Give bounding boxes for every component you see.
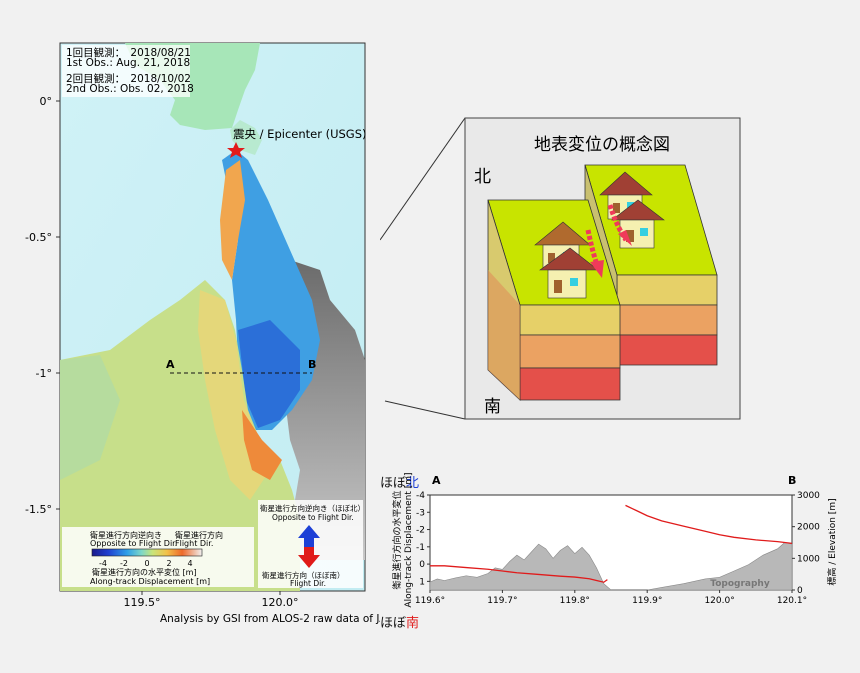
yr-tick-label-2: 1000 [797,554,820,564]
profile-south-label: ほぼ南 [380,616,420,631]
color-bar [91,548,203,557]
displacement-series-layer [430,504,793,583]
bay-land [230,120,262,155]
y-left-label-jp: 衛星進行方向の水平変位 [391,490,403,589]
x-tick-label-3: 119.9° [632,596,662,606]
lat-tick-1: -0.5° [25,231,52,244]
zoom-line-top [380,117,466,241]
concept-diagram: 地表変位の概念図 北 南 [380,117,741,420]
profile-point-a: A [432,474,441,487]
lat-tick-0: 0° [40,95,53,108]
x-tick-label-1: 119.7° [487,596,517,606]
obs-info-box [62,45,190,97]
cbar-tick-0: -4 [99,559,107,568]
legend-title-jp: 衛星進行方向の水平変位 [m] [92,567,197,577]
y-right-ticks: 3000 2000 1000 0 [792,491,820,596]
lon-tick-1: 120.0° [262,596,299,609]
east-displacement-arrow [607,204,629,242]
cbar-tick-4: 4 [187,559,192,568]
epicenter-label: 震央 / Epicenter (USGS) [233,127,367,141]
topography-label: Topography [710,579,770,589]
obs2-en: 2nd Obs.: Obs. 02, 2018 [66,83,194,95]
topography-layer [429,542,793,591]
lat-tick-2: -1° [36,367,52,380]
cbar-tick-3: 2 [166,559,171,568]
yl-tick-label-5: 1 [419,577,425,587]
x-tick-label-0: 119.6° [415,596,445,606]
house-west-moved-icon [539,247,599,299]
displacement-line-2 [625,504,793,545]
color-legend-box [62,527,254,587]
displacement-line-1 [430,565,608,583]
x-tick-label-2: 119.8° [560,596,590,606]
zoom-line-bottom [384,400,466,420]
lat-tick-3: -1.5° [25,503,52,516]
displacement-map[interactable]: A B 震央 / Epicenter (USGS) 1回目観測： 2018/08… [0,0,380,630]
color-bar-ticks: -4 -2 0 2 4 [99,559,193,568]
max-displacement-zone [238,320,300,428]
legend-toward-en: Opposite to Flight Dir. [90,539,177,548]
y-left-ticks: -4 -3 -2 -1 0 1 [416,491,430,587]
x-tick-label-4: 120.0° [704,596,734,606]
y-right-label: 標高 / Elevation [m] [826,498,838,585]
west-coast-land [60,355,120,480]
latitude-axis: 0° -0.5° -1° -1.5° [25,95,60,516]
legend-title-en: Along-track Displacement [m] [90,577,210,586]
longitude-axis: 119.5° 120.0° [124,591,299,609]
yl-tick-label-1: -3 [416,508,425,518]
yr-tick-label-1: 2000 [797,523,820,533]
topography-area [429,542,793,591]
profile-point-b: B [788,474,796,487]
profile-a-label: A [166,358,175,371]
dir-up-jp: 衛星進行方向逆向き（ほぼ北） [260,503,365,513]
profile-north-label: ほぼ北 [380,476,420,491]
obs1-jp: 1回目観測： 2018/08/21 [66,46,191,59]
credit-text: Analysis by GSI from ALOS-2 raw data of … [160,613,380,625]
y-left-label-en: Along-track Displacement [m] [404,472,414,607]
yl-tick-label-0: -4 [416,491,425,501]
dir-down-jp: 衛星進行方向（ほぼ南） [262,570,345,580]
dir-up-en: Opposite to Flight Dir. [272,513,354,522]
yl-tick-label-4: 0 [419,560,425,570]
x-tick-label-5: 120.1° [777,596,807,606]
legend-toward-jp: 衛星進行方向逆向き [90,530,162,540]
concept-north: 北 [474,167,491,187]
concept-title: 地表変位の概念図 [534,134,670,155]
obs2-jp: 2回目観測： 2018/10/02 [66,72,191,85]
legend-along-jp: 衛星進行方向 [175,530,223,540]
profile-b-label: B [308,358,316,371]
yr-tick-label-3: 0 [797,586,803,596]
dir-down-en: Flight Dir. [290,579,326,588]
epicenter-star-icon[interactable] [227,142,245,158]
positive-displacement-north [220,160,245,280]
concept-south: 南 [484,397,501,417]
yl-tick-label-2: -2 [416,526,425,536]
western-land [60,280,300,591]
x-axis-ticks: 119.6° 119.7° 119.8° 119.9° 120.0° 120.1° [415,590,807,606]
north-arrow-icon [298,525,320,548]
cbar-tick-2: 0 [144,559,149,568]
south-arrow-icon [298,547,320,568]
obs1-en: 1st Obs.: Aug. 21, 2018 [66,57,190,69]
positive-displacement-south [242,410,282,480]
yl-tick-label-3: -1 [416,543,425,553]
lon-tick-0: 119.5° [124,596,161,609]
profile-chart[interactable]: A B 119.6° 119.7° 119.8° 119.9° 120.0° 120.1°… [380,470,850,620]
yr-tick-label-0: 3000 [797,491,820,501]
legend-along-en: Flight Dir. [175,539,213,548]
cbar-tick-1: -2 [120,559,128,568]
